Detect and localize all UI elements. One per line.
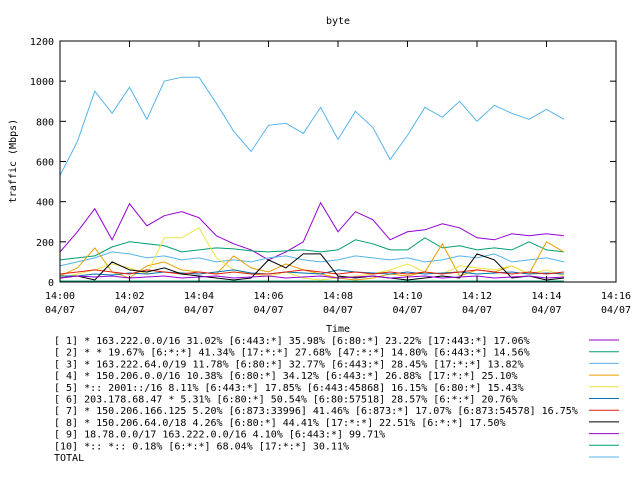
- y-tick-label: 400: [36, 198, 54, 209]
- series-line-9: [59, 275, 564, 279]
- series-line-6: [60, 269, 564, 277]
- legend: [ 1] * 163.222.0.0/16 31.02% [6:443:*] 3…: [54, 336, 619, 464]
- legend-label-11: TOTAL: [54, 453, 84, 464]
- x-tick-label-time: 14:00: [45, 291, 75, 302]
- legend-label-9: [ 9] 18.78.0.0/17 163.222.0.0/16 4.10% […: [54, 430, 385, 441]
- x-tick-label-date: 04/07: [531, 305, 561, 316]
- x-tick-label-time: 14:12: [462, 291, 492, 302]
- y-tick-label: 200: [36, 238, 54, 249]
- x-tick-label-date: 04/07: [45, 305, 75, 316]
- series-line-5: [59, 227, 565, 281]
- y-tick-label: 1200: [30, 37, 54, 48]
- x-tick-label-time: 14:02: [114, 291, 144, 302]
- legend-label-3: [ 3] * 163.222.64.0/19 11.78% [6:80:*] 3…: [54, 359, 524, 370]
- legend-label-1: [ 1] * 163.222.0.0/16 31.02% [6:443:*] 3…: [54, 336, 530, 347]
- y-tick-label: 800: [36, 117, 54, 128]
- y-axis-label: traffic (Mbps): [8, 119, 19, 203]
- x-tick-label-date: 04/07: [462, 305, 492, 316]
- x-tick-label-date: 04/07: [114, 305, 144, 316]
- chart-title: byte: [326, 16, 350, 27]
- x-tick-label-date: 04/07: [323, 305, 353, 316]
- y-tick-label: 1000: [30, 77, 54, 88]
- x-tick-label-date: 04/07: [601, 305, 631, 316]
- series-line-7: [59, 269, 564, 275]
- series-line-11: [59, 76, 565, 176]
- series-line-1: [59, 201, 564, 261]
- x-tick-label-time: 14:14: [531, 291, 561, 302]
- series-group: [59, 76, 565, 282]
- legend-label-4: [ 4] * 150.206.0.0/16 10.38% [6:80:*] 34…: [54, 371, 518, 382]
- legend-label-2: [ 2] * * 19.67% [6:*:*] 41.34% [17:*:*] …: [54, 348, 530, 359]
- legend-label-7: [ 7] * 150.206.166.125 5.20% [6:873:3399…: [54, 406, 578, 417]
- x-tick-label-time: 14:08: [323, 291, 353, 302]
- y-tick-label: 600: [36, 158, 54, 169]
- legend-label-6: [ 6] 203.178.68.47 * 5.31% [6:80:*] 50.5…: [54, 395, 518, 406]
- plot-border: [59, 40, 617, 283]
- series-line-3: [59, 251, 565, 267]
- x-tick-label-date: 04/07: [184, 305, 214, 316]
- y-tick-label: 0: [48, 278, 54, 289]
- legend-label-10: [10] *:: *:: 0.18% [6:*:*] 68.04% [17:*:…: [54, 441, 349, 452]
- series-line-2: [59, 237, 564, 261]
- x-tick-label-time: 14:16: [601, 291, 631, 302]
- x-tick-label-date: 04/07: [253, 305, 283, 316]
- legend-label-5: [ 5] *:: 2001::/16 8.11% [6:443:*] 17.85…: [54, 383, 524, 394]
- x-axis-label: Time: [326, 324, 350, 335]
- x-tick-label-date: 04/07: [392, 305, 422, 316]
- x-tick-label-time: 14:06: [253, 291, 283, 302]
- legend-label-8: [ 8] * 150.206.64.0/18 4.26% [6:80:*] 44…: [54, 418, 506, 429]
- x-tick-label-time: 14:10: [392, 291, 422, 302]
- series-line-8: [59, 253, 564, 281]
- x-tick-label-time: 14:04: [184, 291, 214, 302]
- axes-group: 0 200 400 600 800 1000 1200 14:00 04/07 14:02 04/0…: [30, 37, 631, 316]
